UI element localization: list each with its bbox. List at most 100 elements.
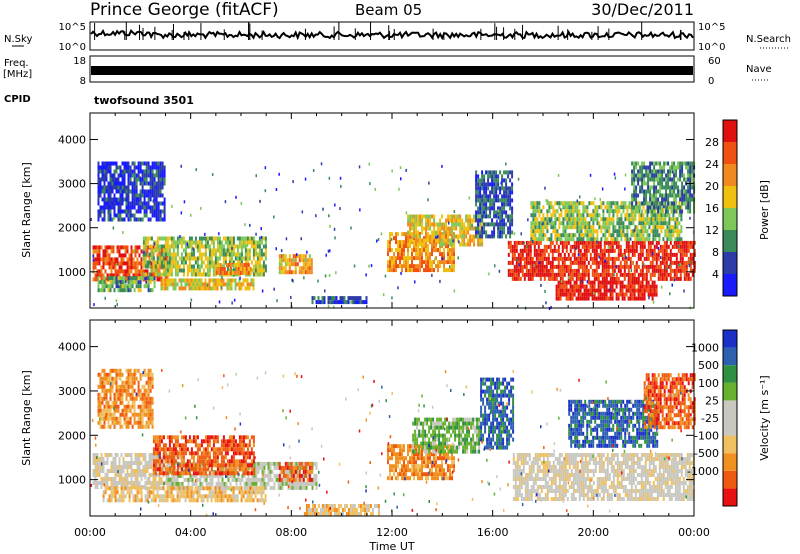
heatmap-cell [479,218,482,223]
heatmap-cell [160,256,163,261]
heatmap-cell [114,457,117,461]
heatmap-cell [639,292,642,297]
heatmap-cell [148,481,151,485]
cpid-label: CPID [4,94,31,105]
heatmap-cell [559,240,562,245]
heatmap-cell [139,209,142,214]
heatmap-cell [202,268,205,273]
heatmap-cell [662,213,665,218]
heatmap-cell [215,473,218,478]
heatmap-cell [123,197,126,202]
heatmap-cell [633,240,636,245]
heatmap-cell [150,453,153,457]
heatmap-cell [635,209,638,214]
heatmap-cell [564,229,567,234]
heatmap-cell [497,198,500,203]
heatmap-cell [553,276,556,281]
heatmap-cell [144,453,147,457]
heatmap-cell [97,209,100,214]
heatmap-cell [353,264,356,268]
heatmap-cell [540,209,543,214]
heatmap-cell [654,237,657,242]
heatmap-cell [571,292,574,297]
heatmap-cell [147,189,150,194]
heatmap-cell [517,268,520,273]
heatmap-cell [123,288,126,293]
heatmap-cell [204,286,207,291]
heatmap-cell [417,230,420,235]
heatmap-cell [191,473,194,478]
heatmap-cell [648,237,651,242]
heatmap-cell [138,453,141,457]
heatmap-cell [451,256,453,261]
heatmap-cell [97,288,100,293]
heatmap-cell [507,244,510,249]
heatmap-cell [449,260,451,265]
heatmap-cell [539,256,542,261]
heatmap-cell [196,264,199,269]
heatmap-cell [651,260,654,265]
heatmap-cell [645,189,648,194]
heatmap-cell [172,244,175,249]
heatmap-cell [387,244,389,249]
heatmap-cell [635,193,638,198]
heatmap-cell [649,189,652,194]
heatmap-cell [687,256,690,261]
heatmap-cell [645,165,648,170]
heatmap-cell [571,252,574,257]
heatmap-cell [216,256,219,261]
heatmap-cell [186,240,189,245]
heatmap-cell [103,173,106,178]
heatmap-cell [689,161,692,166]
heatmap-cell [184,244,187,249]
heatmap-cell [652,229,655,234]
heatmap-cell [147,165,150,170]
heatmap-cell [125,161,128,166]
heatmap-cell [135,189,138,194]
heatmap-cell [132,461,135,465]
heatmap-cell [537,248,540,253]
heatmap-cell [155,193,158,198]
heatmap-cell [543,272,546,277]
heatmap-cell [225,271,228,275]
heatmap-cell [639,244,642,249]
heatmap-cell [674,229,677,234]
heatmap-cell [666,213,669,218]
heatmap-cell [569,284,572,289]
heatmap-cell [286,270,289,275]
heatmap-cell [290,295,292,299]
heatmap-cell [129,169,132,174]
heatmap-cell [582,221,585,226]
heatmap-cell [573,240,576,245]
heatmap-cell [685,260,688,265]
heatmap-cell [327,300,330,305]
heatmap-cell [159,181,162,186]
heatmap-cell [483,202,486,207]
heatmap-cell [559,280,562,285]
heatmap-cell [676,225,679,230]
heatmap-cell [443,248,445,253]
heatmap-cell [565,248,568,253]
heatmap-cell [121,201,124,206]
heatmap-cell [679,256,682,261]
heatmap-cell [693,264,696,269]
heatmap-cell [252,252,255,257]
heatmap-cell [225,481,228,486]
heatmap-cell [678,237,681,242]
heatmap-cell [630,229,633,234]
heatmap-cell [660,229,663,234]
heatmap-cell [513,276,516,281]
heatmap-cell [554,225,557,230]
heatmap-cell [117,197,120,202]
heatmap-cell [163,165,166,170]
heatmap-cell [145,213,148,218]
heatmap-cell [561,256,564,261]
heatmap-cell [229,473,232,478]
heatmap-cell [208,278,211,283]
heatmap-cell [233,263,236,267]
heatmap-cell [99,185,102,190]
heatmap-cell [573,272,576,277]
heatmap-cell [341,300,344,305]
heatmap-cell [174,268,177,273]
heatmap-cell [208,260,211,265]
